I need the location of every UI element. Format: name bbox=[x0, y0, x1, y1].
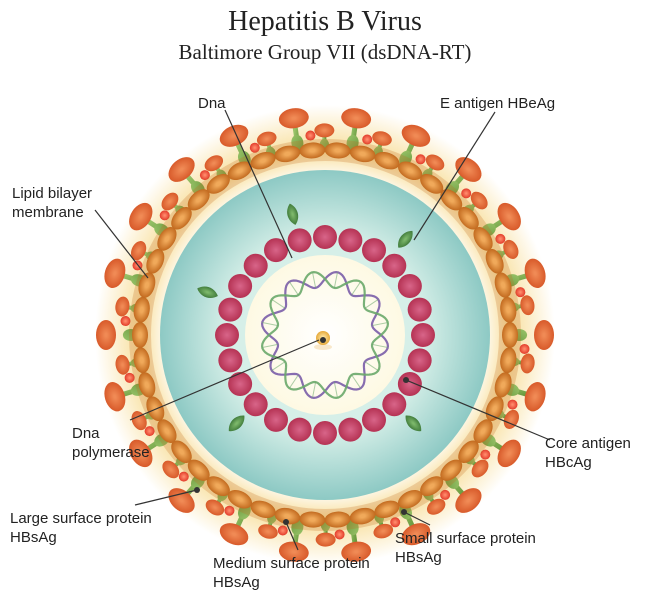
core-sphere bbox=[215, 323, 239, 347]
core-sphere bbox=[288, 418, 312, 442]
core-sphere bbox=[362, 408, 386, 432]
label-large-surface: Large surface protein HBsAg bbox=[10, 510, 152, 548]
label-core-antigen: Core antigen HBcAg bbox=[545, 435, 631, 473]
polymerase-shadow bbox=[314, 344, 332, 350]
core-sphere bbox=[382, 254, 406, 278]
core-sphere bbox=[362, 238, 386, 262]
core-sphere bbox=[264, 408, 288, 432]
label-medium-surface: Medium surface protein HBsAg bbox=[213, 555, 370, 593]
core-sphere bbox=[218, 298, 242, 322]
core-sphere bbox=[398, 372, 422, 396]
lipid-segment bbox=[132, 322, 148, 348]
small-red-dot bbox=[520, 344, 530, 354]
leader-dot-core-antigen bbox=[403, 377, 409, 383]
core-sphere bbox=[244, 254, 268, 278]
core-sphere bbox=[313, 421, 337, 445]
core-sphere bbox=[382, 392, 406, 416]
core-sphere bbox=[228, 274, 252, 298]
core-sphere bbox=[398, 274, 422, 298]
leader-dot-small-surface bbox=[401, 509, 407, 515]
core-sphere bbox=[218, 348, 242, 372]
label-small-surface: Small surface protein HBsAg bbox=[395, 530, 536, 568]
virus-diagram bbox=[0, 0, 650, 598]
core-sphere bbox=[288, 228, 312, 252]
small-red-dot bbox=[335, 529, 345, 539]
lipid-segment bbox=[502, 322, 518, 348]
label-dna-polymerase: Dna polymerase bbox=[72, 425, 150, 463]
small-red-dot bbox=[305, 131, 315, 141]
leader-dot-dna-polymerase bbox=[320, 337, 326, 343]
core-sphere bbox=[228, 372, 252, 396]
core-sphere bbox=[338, 228, 362, 252]
label-dna: Dna bbox=[198, 95, 226, 114]
leader-dot-medium-surface bbox=[283, 519, 289, 525]
core-sphere bbox=[408, 348, 432, 372]
core-sphere bbox=[408, 298, 432, 322]
small-red-dot bbox=[120, 316, 130, 326]
core-sphere bbox=[411, 323, 435, 347]
label-e-antigen: E antigen HBeAg bbox=[440, 95, 555, 114]
core-sphere bbox=[338, 418, 362, 442]
label-lipid-bilayer: Lipid bilayer membrane bbox=[12, 185, 92, 223]
leader-dot-large-surface bbox=[194, 487, 200, 493]
core-sphere bbox=[244, 392, 268, 416]
core-sphere bbox=[313, 225, 337, 249]
